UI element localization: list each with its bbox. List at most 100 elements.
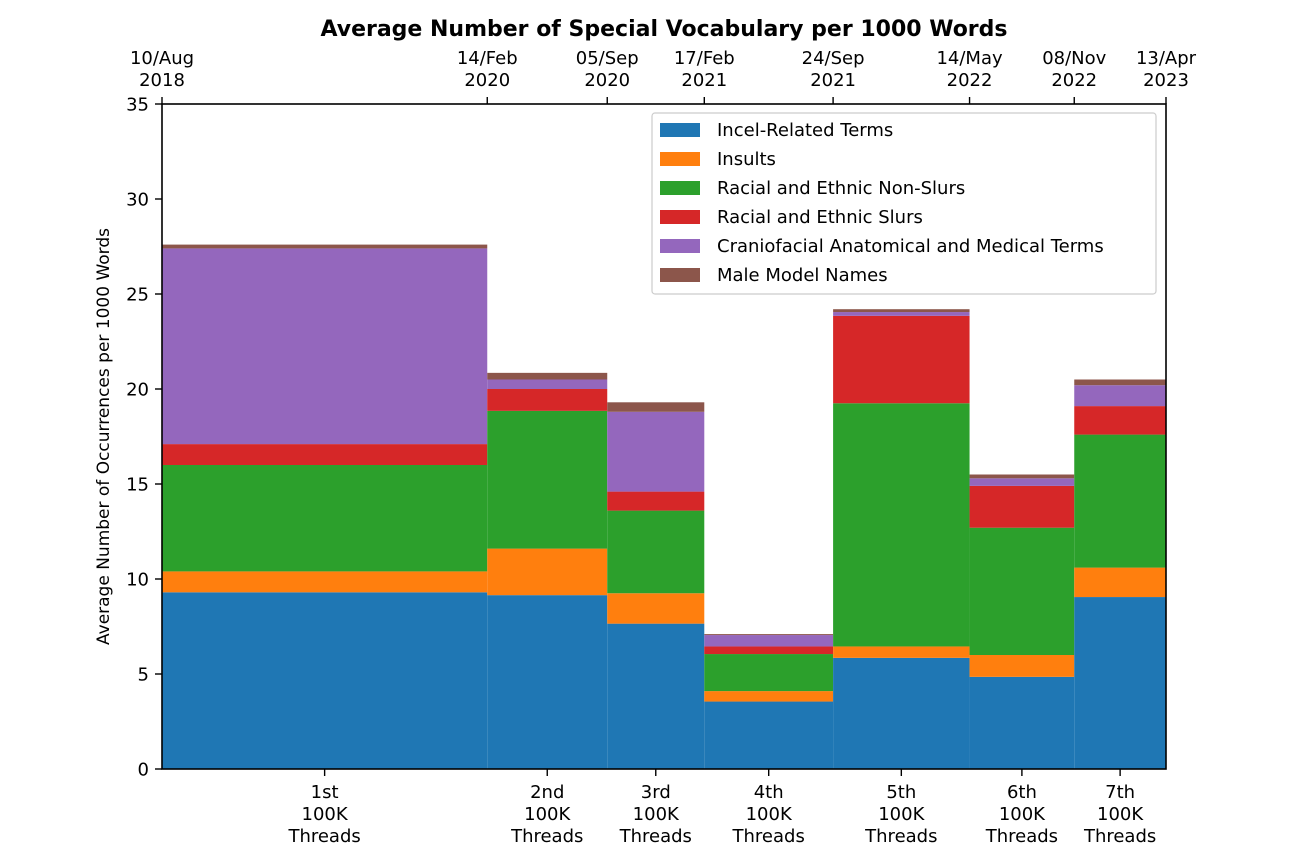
bar-segment — [487, 379, 608, 389]
date-tick-label: 2022 — [947, 70, 993, 91]
bar-segment — [969, 676, 1075, 769]
legend-entry: Racial and Ethnic Non-Slurs — [717, 178, 965, 199]
bin-label: 100K — [878, 804, 925, 825]
y-tick-label: 5 — [138, 665, 149, 686]
bar-segment — [487, 548, 608, 596]
bar-segment — [607, 510, 705, 594]
legend-swatch — [660, 123, 700, 137]
bin-label: Threads — [619, 826, 692, 847]
bin-label: 5th — [886, 782, 916, 803]
date-tick-label: 14/May — [936, 48, 1003, 69]
legend: Incel-Related Terms Insults Racial and Eth… — [651, 112, 1157, 295]
legend-entry: Incel-Related Terms — [717, 120, 893, 141]
bar-segment — [607, 491, 705, 511]
date-tick-label: 05/Sep — [576, 48, 639, 69]
bar-segment — [487, 372, 608, 380]
legend-swatch — [660, 152, 700, 166]
bar-segment — [833, 403, 970, 647]
legend-entry: Insults — [717, 149, 776, 170]
date-tick-label: 14/Feb — [457, 48, 518, 69]
bar-segment — [162, 244, 488, 249]
bar-segment — [1074, 597, 1166, 769]
bar-segment — [1074, 385, 1166, 407]
bar-segment — [487, 389, 608, 411]
bin-label: 100K — [524, 804, 571, 825]
date-tick-label: 2020 — [584, 70, 630, 91]
bar-segment — [833, 646, 970, 658]
date-tick-label: 2020 — [464, 70, 510, 91]
bar-segment — [1074, 567, 1166, 598]
legend-swatch — [660, 268, 700, 282]
legend-swatch — [660, 181, 700, 195]
bin-label: Threads — [864, 826, 937, 847]
bin-label: 100K — [746, 804, 793, 825]
legend-swatch — [660, 210, 700, 224]
legend-entry: Male Model Names — [717, 265, 888, 286]
bar-segment — [833, 312, 970, 316]
date-tick-label: 17/Feb — [674, 48, 735, 69]
y-tick-label: 35 — [126, 95, 149, 116]
bin-label: Threads — [1083, 826, 1156, 847]
date-tick-label: 2022 — [1051, 70, 1097, 91]
y-tick-label: 25 — [126, 285, 149, 306]
bar-segment — [704, 634, 834, 636]
bin-label: 4th — [754, 782, 784, 803]
bar-segment — [607, 593, 705, 624]
y-tick-label: 10 — [126, 570, 149, 591]
bin-label: 100K — [302, 804, 349, 825]
bar-segment — [1074, 434, 1166, 568]
bar-segment — [969, 485, 1075, 528]
y-axis: 0 5 10 15 20 25 30 35 — [126, 95, 162, 781]
bar-segment — [1074, 406, 1166, 435]
bar-segment — [704, 654, 834, 692]
bar-segment — [162, 444, 488, 465]
date-tick-label: 24/Sep — [802, 48, 865, 69]
date-tick-label: 10/Aug — [130, 48, 194, 69]
x-axis-bottom: 1st100KThreads2nd100KThreads3rd100KThrea… — [287, 769, 1156, 847]
bar-segment — [162, 248, 488, 445]
bars-layer — [162, 244, 1166, 769]
date-tick-label: 2021 — [681, 70, 727, 91]
date-tick-label: 2023 — [1143, 70, 1189, 91]
bar-segment — [833, 315, 970, 404]
bin-label: 2nd — [530, 782, 564, 803]
y-tick-label: 0 — [138, 760, 149, 781]
bar-segment — [704, 646, 834, 655]
bin-label: 100K — [1097, 804, 1144, 825]
bar-segment — [704, 701, 834, 769]
y-axis-label: Average Number of Occurrences per 1000 W… — [94, 228, 114, 645]
y-tick-label: 30 — [126, 190, 149, 211]
bar-segment — [487, 595, 608, 769]
bar-segment — [487, 410, 608, 549]
bar-segment — [704, 635, 834, 647]
bar-segment — [607, 411, 705, 492]
bar-segment — [162, 592, 488, 769]
legend-entry: Racial and Ethnic Slurs — [717, 207, 923, 228]
bin-label: Threads — [985, 826, 1058, 847]
bar-segment — [969, 478, 1075, 486]
y-tick-label: 20 — [126, 380, 149, 401]
bar-segment — [833, 309, 970, 313]
legend-swatch — [660, 239, 700, 253]
legend-box — [651, 112, 1157, 295]
chart-title: Average Number of Special Vocabulary per… — [320, 17, 1007, 42]
plot-frame — [161, 103, 1167, 770]
bar-segment — [969, 527, 1075, 655]
bar-segment — [162, 465, 488, 572]
date-tick-label: 13/Apr — [1136, 48, 1197, 69]
bar-segment — [607, 623, 705, 769]
bin-label: 1st — [311, 782, 339, 803]
bin-label: 100K — [633, 804, 680, 825]
bin-label: 7th — [1105, 782, 1135, 803]
date-tick-label: 08/Nov — [1042, 48, 1106, 69]
y-tick-label: 15 — [126, 475, 149, 496]
legend-entry: Craniofacial Anatomical and Medical Term… — [717, 236, 1104, 257]
bar-segment — [833, 657, 970, 769]
x-axis-top-dates: 10/Aug201814/Feb202005/Sep202017/Feb2021… — [130, 48, 1197, 104]
bin-label: 6th — [1007, 782, 1037, 803]
bar-segment — [969, 474, 1075, 479]
bar-segment — [162, 571, 488, 593]
bin-label: Threads — [287, 826, 360, 847]
bar-segment — [704, 691, 834, 702]
